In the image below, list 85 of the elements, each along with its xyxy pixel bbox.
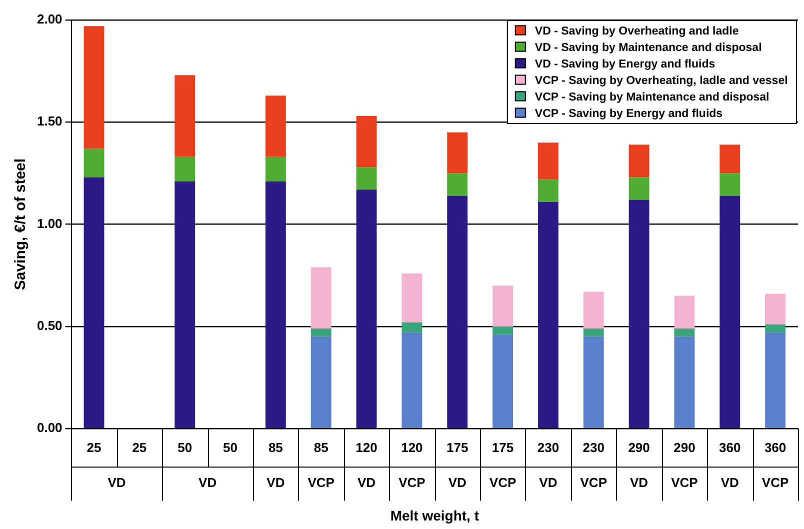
x-tick-label: 290	[674, 440, 696, 455]
bar	[84, 177, 104, 428]
legend-label: VCP - Saving by Maintenance and disposal	[534, 91, 770, 104]
bar	[674, 336, 695, 428]
bar	[583, 328, 604, 337]
text: VD	[198, 475, 217, 490]
legend-label: VD - Saving by Maintenance and disposal	[534, 42, 762, 54]
text: VCP	[398, 475, 426, 490]
x-tick-label: 175	[446, 440, 468, 455]
text: VD	[539, 475, 558, 490]
text: VCP	[308, 475, 335, 490]
x-tick-label: 175	[492, 440, 514, 455]
y-tick-label: 0.50	[36, 318, 62, 334]
bar	[538, 179, 558, 202]
bar	[402, 332, 422, 428]
text: VD	[357, 475, 376, 490]
bar	[310, 267, 332, 328]
bar	[310, 328, 332, 337]
bar	[356, 190, 377, 428]
bar	[628, 177, 650, 200]
x-axis-title: Melt weight, t	[390, 507, 480, 524]
bar	[765, 294, 786, 324]
y-tick-label: 1.50	[36, 114, 62, 129]
x-tick-label: 360	[764, 440, 786, 455]
bar	[720, 144, 740, 174]
bar	[674, 296, 695, 328]
text: VD	[630, 475, 648, 490]
text: VCP	[489, 475, 516, 490]
bar	[174, 181, 196, 428]
x-tick-label: 50	[223, 440, 238, 455]
text: VD	[448, 475, 466, 490]
y-tick-label: 1.00	[36, 216, 62, 231]
bar	[583, 336, 604, 428]
bar	[492, 286, 513, 326]
bar	[447, 196, 468, 428]
bar	[765, 332, 786, 428]
bar	[765, 324, 786, 333]
bar	[356, 167, 377, 190]
bar	[538, 142, 558, 180]
text: VD	[266, 475, 285, 490]
bar	[265, 156, 286, 182]
bar	[447, 173, 468, 196]
x-tick-label: 85	[268, 440, 283, 455]
bar	[84, 26, 104, 149]
bar	[538, 202, 558, 428]
y-tick-label: 2.00	[36, 12, 62, 27]
bar	[720, 196, 740, 428]
bar	[174, 75, 196, 157]
bar	[492, 334, 513, 428]
bar	[265, 96, 286, 157]
bar	[628, 200, 650, 428]
bar	[583, 292, 604, 328]
x-tick-label: 25	[132, 440, 147, 455]
y-axis-title: Saving, €/t of steel	[12, 158, 30, 290]
text: VCP	[580, 475, 608, 490]
bar	[265, 181, 286, 428]
text: VD	[108, 475, 126, 490]
bar	[402, 322, 422, 333]
legend-label: VCP - Saving by Overheating, ladle and vessel	[534, 74, 788, 87]
text: VD	[720, 475, 739, 490]
x-tick-label: 85	[314, 440, 328, 455]
legend-label: VD - Saving by Energy and fluids	[534, 58, 716, 70]
x-tick-label: 25	[86, 440, 102, 455]
x-tick-label: 120	[401, 440, 423, 455]
bar	[84, 148, 104, 178]
bar	[310, 336, 332, 428]
x-tick-label: 50	[178, 440, 192, 455]
bar	[628, 144, 650, 178]
text: VCP	[762, 475, 789, 490]
legend-label: VD - Saving by Overheating and ladle	[534, 25, 739, 38]
legend-label: VCP - Saving by Energy and fluids	[534, 108, 723, 120]
bar	[174, 156, 196, 182]
bar	[356, 116, 377, 168]
bar	[447, 132, 468, 174]
bar	[492, 326, 513, 335]
bar	[720, 173, 740, 196]
x-tick-label: 230	[582, 440, 604, 455]
bar	[402, 273, 422, 322]
text: VCP	[671, 475, 698, 490]
x-tick-label: 290	[628, 440, 650, 455]
x-tick-label: 360	[719, 440, 741, 455]
x-tick-label: 120	[356, 440, 378, 455]
y-tick-label: 0.00	[36, 420, 62, 436]
x-tick-label: 230	[537, 440, 560, 455]
bar	[674, 328, 695, 337]
